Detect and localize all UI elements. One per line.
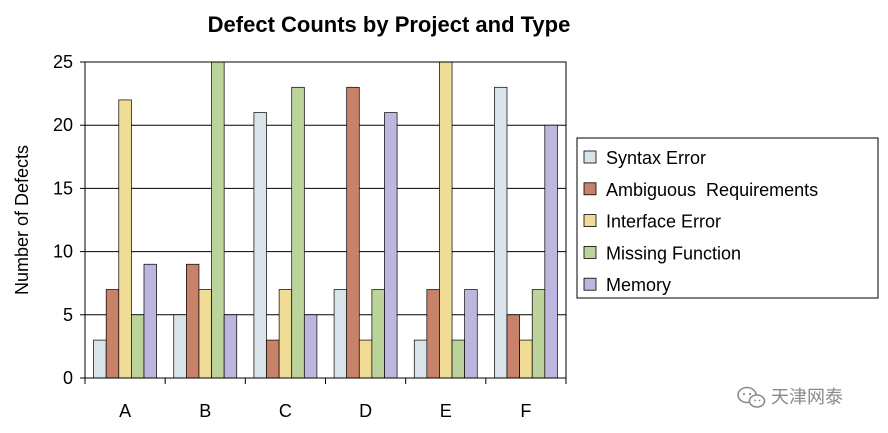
bar-C-1: [253, 112, 267, 379]
legend-box: [576, 137, 879, 299]
bar-F-2: [506, 314, 520, 379]
bar-E-2: [426, 289, 440, 379]
y-tick-label: 15: [53, 178, 73, 198]
legend-swatch: [583, 277, 597, 291]
bar-D-4: [371, 289, 385, 379]
bar-A-3: [118, 99, 132, 379]
y-axis-label: Number of Defects: [12, 145, 32, 295]
legend-swatch: [583, 182, 597, 196]
x-tick-label: E: [440, 401, 452, 421]
bar-F-5: [544, 124, 558, 379]
bar-E-4: [451, 339, 465, 379]
legend-label: Missing Function: [606, 243, 741, 263]
y-axis-ticks: 0 5 10 15 20 25: [53, 52, 85, 388]
watermark-text: 天津网泰: [771, 387, 843, 408]
bar-A-4: [131, 314, 145, 379]
wechat-icon: [737, 386, 766, 408]
x-tick-label: B: [199, 401, 211, 421]
x-tick-label: F: [520, 401, 531, 421]
bar-C-2: [266, 339, 280, 379]
gridlines: [85, 61, 566, 316]
bar-A-1: [93, 339, 107, 379]
bar-B-1: [173, 314, 187, 379]
bar-D-3: [358, 339, 373, 379]
legend-label: Syntax Error: [606, 148, 706, 168]
legend-swatch: [583, 150, 597, 164]
bar-C-4: [291, 86, 305, 379]
x-tick-label: C: [279, 401, 292, 421]
legend-label: Interface Error: [606, 212, 721, 232]
y-tick-label: 25: [53, 52, 73, 72]
y-tick-label: 0: [63, 368, 73, 388]
bar-D-2: [346, 86, 360, 379]
y-tick-label: 5: [63, 305, 73, 325]
x-tick-label: D: [359, 401, 372, 421]
bar-B-5: [223, 314, 238, 379]
bar-C-3: [278, 289, 293, 379]
bar-F-1: [494, 86, 508, 379]
bar-E-3: [439, 61, 453, 379]
bar-E-1: [413, 339, 428, 379]
plot-frame: [84, 61, 567, 379]
watermark: 天津网泰: [737, 386, 843, 408]
bar-D-5: [384, 112, 398, 379]
bar-F-4: [531, 289, 546, 379]
legend-swatch: [583, 245, 597, 259]
x-tick-label: A: [119, 401, 131, 421]
legend-label: Ambiguous Requirements: [606, 180, 818, 200]
bar-F-3: [519, 339, 533, 379]
bar-D-1: [333, 289, 348, 379]
x-axis-ticks: A B C D E F: [84, 378, 567, 421]
bar-A-2: [105, 289, 120, 379]
y-tick-label: 10: [53, 242, 73, 262]
legend-label: Memory: [606, 275, 671, 295]
bar-B-3: [198, 289, 212, 379]
legend: Syntax Error Ambiguous Requirements Interf…: [576, 137, 879, 299]
legend-swatch: [583, 214, 597, 228]
bar-E-5: [464, 289, 478, 379]
bar-A-5: [143, 263, 157, 379]
bar-B-4: [211, 61, 225, 379]
bars: [93, 61, 558, 379]
y-tick-label: 20: [53, 115, 73, 135]
chart-title: Defect Counts by Project and Type: [208, 12, 571, 37]
bar-C-5: [303, 314, 318, 379]
bar-B-2: [186, 263, 200, 379]
